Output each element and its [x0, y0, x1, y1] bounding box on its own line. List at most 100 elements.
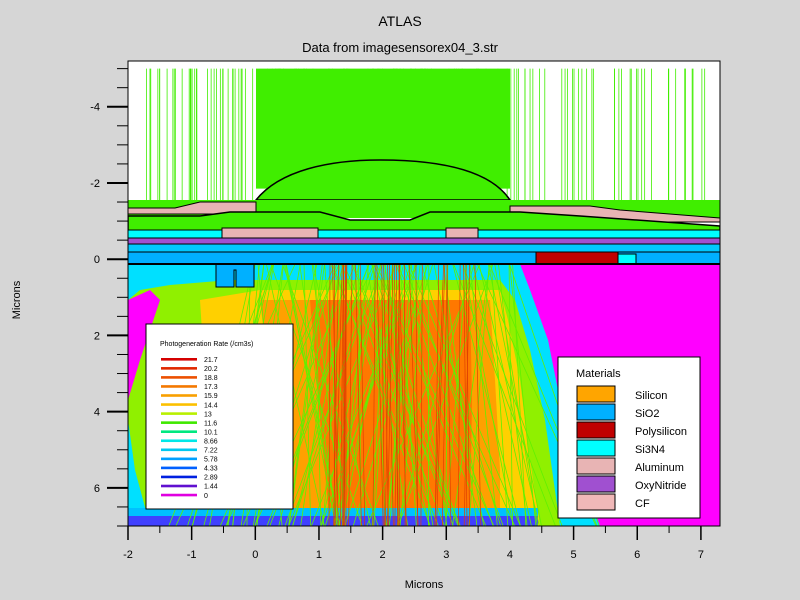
photon-ray: [366, 264, 481, 526]
photon-ray: [453, 264, 556, 526]
photon-ray: [322, 264, 344, 526]
contour-level-label: 17.3: [204, 384, 218, 391]
contour-swatch: [161, 367, 197, 370]
y-tick-label: -4: [90, 102, 100, 114]
photon-ray: [303, 264, 312, 526]
photon-ray-hot: [381, 264, 385, 526]
y-tick-label: -2: [90, 178, 100, 190]
contour-swatch: [161, 475, 197, 479]
photon-ray-hot: [372, 264, 376, 526]
photon-ray: [352, 264, 461, 526]
photon-ray-hot: [441, 264, 448, 526]
contour-legend-title: Photogeneration Rate (/cm3s): [160, 341, 253, 348]
photon-ray: [375, 264, 495, 526]
x-axis: -2 -1 0 1 2 3 4 5 6 7: [123, 525, 720, 561]
contour-level-label: 13: [204, 411, 212, 418]
contour-swatch: [161, 457, 197, 461]
contour-swatch: [161, 448, 197, 452]
photon-ray: [285, 264, 337, 526]
contour-level-label: 7.22: [204, 448, 218, 455]
photon-ray: [509, 264, 537, 526]
photon-ray-hot: [446, 264, 452, 526]
photon-ray-hot: [434, 264, 444, 526]
photon-ray: [311, 264, 344, 526]
photon-ray: [330, 264, 439, 526]
photon-ray-hot: [408, 264, 419, 526]
si3n4-layer: [128, 229, 720, 239]
y-tick-label: 0: [94, 254, 100, 266]
photon-ray-hot: [340, 264, 344, 526]
photon-ray-hot: [355, 264, 362, 526]
photon-ray-hot: [393, 264, 399, 526]
x-tick-label: 6: [634, 549, 640, 561]
photon-ray: [445, 264, 468, 526]
photon-ray: [352, 264, 434, 526]
photon-ray: [315, 264, 322, 526]
silicon-left-edge: [128, 290, 160, 400]
photon-ray: [285, 264, 341, 526]
x-tick-label: 1: [316, 549, 322, 561]
x-tick-label: 2: [380, 549, 386, 561]
photon-ray: [494, 264, 538, 526]
photon-ray: [462, 264, 563, 526]
passivation-layer: [128, 211, 720, 233]
contour-swatch: [161, 493, 197, 497]
photon-ray: [462, 264, 514, 526]
y-tick-label: 6: [94, 483, 100, 495]
device-layers: [128, 68, 720, 288]
photon-ray-hot: [384, 264, 390, 526]
photon-ray: [343, 264, 459, 526]
photon-ray-hot: [474, 264, 482, 526]
y-tick-label: 2: [94, 330, 100, 342]
material-swatch: [576, 403, 616, 421]
material-label: Aluminum: [635, 462, 684, 474]
contour-legend: Photogeneration Rate (/cm3s) 21.7 20.2 18.…: [145, 323, 294, 510]
materials-legend-items: Silicon SiO2 Polysilicon Si3N4 Aluminum OxyNi…: [576, 385, 687, 511]
contour-level-label: 18.8: [204, 375, 218, 382]
contour-legend-box: [145, 323, 294, 510]
contour-level-label: 11.6: [204, 420, 217, 427]
contour-swatch: [161, 376, 197, 379]
photon-ray-hot: [463, 264, 468, 526]
photon-ray-hot: [465, 264, 471, 526]
contour-level-label: 21.7: [204, 357, 218, 364]
material-swatch: [576, 493, 616, 511]
photon-ray: [324, 264, 346, 526]
contour-level-label: 4.33: [204, 466, 218, 473]
contour-level-label: 0: [204, 493, 208, 500]
contour-level-label: 10.1: [204, 429, 218, 436]
photon-ray: [408, 264, 521, 526]
y-axis: -4 -2 0 2 4 6: [90, 61, 129, 527]
contour-swatch: [161, 358, 197, 361]
photon-ray: [283, 264, 340, 526]
oxide-layer: [128, 243, 720, 253]
silicon-bottom-deep: [128, 516, 538, 526]
photon-ray-hot: [332, 264, 339, 526]
contour-level-label: 5.78: [204, 457, 218, 464]
material-swatch: [576, 385, 616, 403]
photon-ray-hot: [334, 264, 343, 526]
material-label: Silicon: [635, 390, 667, 402]
contour-level-label: 14.4: [204, 402, 218, 409]
contour-swatch: [161, 484, 197, 488]
material-swatch: [576, 475, 616, 493]
x-axis-label: Microns: [405, 579, 444, 591]
photon-ray-hot: [458, 264, 461, 526]
contour-swatch: [161, 466, 197, 470]
photon-ray-hot: [342, 264, 345, 526]
x-tick-label: -2: [123, 549, 133, 561]
photon-ray: [399, 264, 417, 526]
photon-ray-hot: [436, 264, 446, 526]
x-tick-label: 3: [443, 549, 449, 561]
contour-level-label: 2.89: [204, 475, 218, 482]
polysilicon-gate: [535, 251, 619, 265]
photon-ray-hot: [344, 264, 346, 526]
photon-ray: [371, 264, 460, 526]
photon-ray: [282, 264, 379, 526]
trench-isolation: [215, 263, 255, 288]
material-swatch: [576, 439, 616, 457]
photon-ray-hot: [383, 264, 389, 526]
contour-swatch: [161, 439, 197, 443]
photon-ray-hot: [415, 264, 419, 526]
